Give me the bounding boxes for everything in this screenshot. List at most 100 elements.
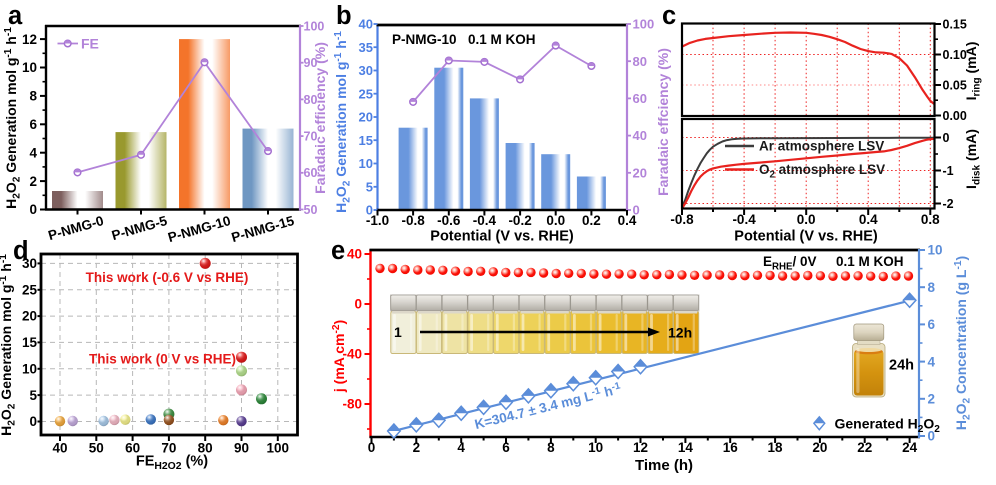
svg-text:8: 8	[29, 89, 37, 104]
svg-text:100: 100	[304, 19, 325, 33]
svg-text:20: 20	[812, 440, 827, 455]
svg-text:H2O2 Generation mol g-1 h-1: H2O2 Generation mol g-1 h-1	[3, 27, 23, 209]
svg-text:6: 6	[502, 440, 510, 455]
svg-text:Ar atmosphere LSV: Ar atmosphere LSV	[759, 139, 884, 154]
svg-text:Time (h): Time (h)	[635, 457, 693, 474]
svg-text:0.0: 0.0	[797, 212, 816, 227]
svg-text:5: 5	[366, 179, 373, 194]
svg-text:6: 6	[29, 117, 37, 132]
svg-text:8: 8	[547, 440, 555, 455]
svg-text:c: c	[662, 2, 676, 30]
svg-text:6: 6	[928, 317, 936, 332]
svg-text:40: 40	[347, 247, 362, 262]
svg-text:22: 22	[857, 440, 872, 455]
svg-text:-0.2: -0.2	[508, 213, 531, 228]
svg-text:15: 15	[359, 133, 373, 148]
svg-text:-0.4: -0.4	[732, 212, 756, 227]
svg-text:24h: 24h	[889, 358, 914, 374]
svg-text:j (mA cm-2): j (mA cm-2)	[331, 320, 347, 393]
svg-text:40: 40	[359, 17, 373, 32]
svg-text:14: 14	[678, 440, 694, 455]
svg-text:-0.4: -0.4	[473, 213, 497, 228]
svg-text:16: 16	[723, 440, 739, 455]
svg-text:0.1 M KOH: 0.1 M KOH	[836, 254, 904, 269]
svg-text:4: 4	[928, 354, 936, 369]
svg-text:40: 40	[52, 441, 67, 456]
svg-text:80: 80	[198, 441, 213, 456]
svg-text:30: 30	[22, 256, 37, 271]
svg-text:FEH2O2 (%): FEH2O2 (%)	[136, 454, 208, 473]
svg-text:20: 20	[22, 309, 37, 324]
svg-text:-0.8: -0.8	[670, 212, 694, 227]
svg-text:10: 10	[588, 440, 603, 455]
svg-text:-80: -80	[342, 397, 362, 412]
svg-text:This work (0 V vs RHE): This work (0 V vs RHE)	[89, 352, 236, 367]
svg-text:-1: -1	[943, 164, 954, 178]
svg-text:0: 0	[366, 203, 373, 218]
svg-text:2: 2	[928, 392, 936, 407]
svg-text:10: 10	[359, 156, 373, 171]
svg-text:0.05: 0.05	[943, 79, 967, 93]
svg-text:24: 24	[902, 440, 918, 455]
svg-text:H2O2 Generation mol g-1 h-1: H2O2 Generation mol g-1 h-1	[0, 254, 18, 436]
svg-text:10: 10	[22, 60, 37, 75]
svg-text:a: a	[8, 2, 23, 30]
svg-text:This work (-0.6 V vs RHE): This work (-0.6 V vs RHE)	[86, 270, 249, 285]
svg-text:80: 80	[304, 93, 318, 107]
svg-text:Faradaic efficiency (%): Faradaic efficiency (%)	[312, 42, 328, 194]
svg-text:90: 90	[304, 56, 318, 70]
svg-text:60: 60	[125, 441, 140, 456]
svg-text:0: 0	[368, 440, 376, 455]
svg-text:15: 15	[22, 335, 38, 350]
svg-text:Generated H2O2: Generated H2O2	[835, 416, 941, 436]
svg-text:30: 30	[359, 63, 373, 78]
svg-text:FE: FE	[81, 36, 99, 52]
svg-text:12h: 12h	[668, 325, 692, 341]
svg-text:60: 60	[304, 166, 318, 180]
svg-text:2: 2	[29, 174, 37, 189]
svg-text:8: 8	[928, 280, 936, 295]
svg-text:1: 1	[394, 324, 402, 340]
svg-text:Iring (mA): Iring (mA)	[963, 42, 983, 101]
svg-text:H2O2 Generation mol g-1 h-1: H2O2 Generation mol g-1 h-1	[333, 31, 353, 213]
svg-text:4: 4	[457, 440, 465, 455]
svg-text:b: b	[336, 2, 352, 30]
svg-text:0.0: 0.0	[546, 213, 565, 228]
svg-text:80: 80	[633, 54, 647, 69]
svg-text:-1.0: -1.0	[366, 213, 389, 228]
svg-text:-40: -40	[342, 347, 362, 362]
svg-text:35: 35	[359, 40, 373, 55]
svg-text:10: 10	[928, 243, 943, 258]
svg-text:Idisk (mA): Idisk (mA)	[963, 129, 983, 189]
svg-text:0.4: 0.4	[859, 212, 878, 227]
svg-text:5: 5	[29, 388, 37, 403]
svg-text:-0.8: -0.8	[402, 213, 426, 228]
svg-text:0.00: 0.00	[943, 109, 967, 123]
svg-text:0: 0	[354, 297, 362, 312]
svg-text:Potential (V vs. RHE): Potential (V vs. RHE)	[734, 229, 878, 245]
svg-text:0: 0	[943, 131, 950, 145]
svg-text:50: 50	[89, 441, 104, 456]
svg-text:25: 25	[359, 86, 373, 101]
svg-text:ERHE/ 0V: ERHE/ 0V	[763, 254, 817, 273]
svg-text:-2: -2	[943, 197, 954, 211]
svg-text:50: 50	[304, 203, 318, 217]
svg-text:d: d	[13, 237, 29, 265]
svg-text:70: 70	[304, 130, 318, 144]
svg-text:70: 70	[161, 441, 176, 456]
svg-text:100: 100	[633, 17, 655, 32]
svg-text:0.8: 0.8	[921, 212, 940, 227]
svg-text:e: e	[331, 237, 345, 265]
svg-text:0.2: 0.2	[582, 213, 601, 228]
svg-text:0: 0	[29, 202, 37, 217]
svg-text:Potential (V vs. RHE): Potential (V vs. RHE)	[430, 229, 574, 245]
svg-text:0: 0	[633, 203, 640, 218]
svg-text:0: 0	[928, 429, 936, 444]
svg-text:0.15: 0.15	[943, 18, 967, 32]
svg-text:100: 100	[267, 441, 290, 456]
svg-text:O2 atmosphere LSV: O2 atmosphere LSV	[759, 162, 885, 181]
svg-text:P-NMG-10: P-NMG-10	[392, 32, 457, 47]
svg-text:20: 20	[359, 110, 373, 125]
svg-text:2: 2	[413, 440, 421, 455]
svg-text:12: 12	[633, 440, 648, 455]
